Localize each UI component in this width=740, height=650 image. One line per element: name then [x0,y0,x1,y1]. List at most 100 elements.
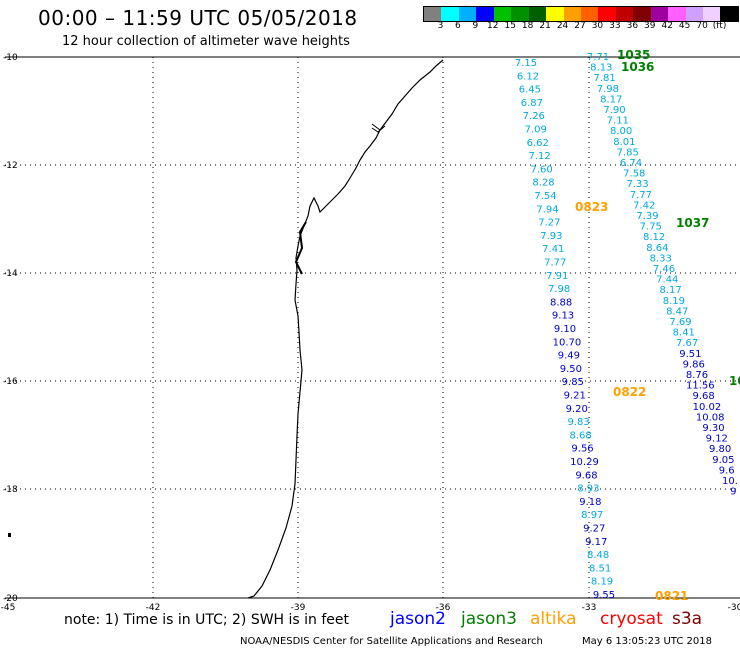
swh-value: 7.39 [636,211,658,222]
coastline [247,59,444,599]
legend-swatch [546,7,564,21]
swh-value: 7.44 [656,275,678,286]
swh-value: 9.6 [719,465,735,476]
legend-swatch [598,7,616,21]
swh-value: 8.76 [686,370,708,381]
legend-label: 24 [556,21,569,31]
swh-value: 7.81 [593,73,615,84]
legend-s3a: s3a [672,609,703,629]
swh-value: 8.00 [610,126,632,137]
swh-value: 10.08 [696,412,725,423]
coast-detail [371,123,386,133]
lat-label: -14 [3,269,18,279]
swh-value: 7.11 [607,116,629,127]
swh-value: 9.10 [554,324,576,335]
coast-detail [294,221,307,275]
swh-value: 6.62 [527,138,549,149]
legend-swatch [458,7,477,21]
swh-value: 7.98 [548,284,570,295]
legend-swatch [476,7,494,21]
swh-value: 7.77 [630,190,652,201]
time-label-1035: 1035 [617,48,650,62]
swh-value: 7.91 [546,271,568,282]
legend-swatch [563,7,581,21]
legend-label: 39 [644,21,656,31]
legend-label: 27 [574,21,586,31]
legend-swatch [528,7,547,21]
legend-swatch [668,7,686,21]
footer-date: May 6 13:05:23 UTC 2018 [582,636,712,647]
swh-value: 6.12 [517,71,539,82]
lon-label: -45 [1,603,16,613]
legend-label: 9 [472,21,479,31]
time-label-0823: 0823 [575,200,608,214]
swh-value: 7.77 [544,258,566,269]
swh-value: 7.75 [640,222,662,233]
swh-value: 8.12 [643,232,665,243]
island [8,533,11,537]
lat-label: -18 [3,485,18,495]
swh-value: 8.17 [600,94,622,105]
legend-label: 45 [678,21,691,31]
legend-jason2: jason2 [390,609,446,629]
swh-value: 8.19 [663,296,685,307]
swh-value: 6.45 [519,85,541,96]
footer-credit: NOAA/NESDIS Center for Satellite Applica… [240,636,543,647]
time-label-0822: 0822 [613,385,646,399]
lat-label: -16 [3,377,18,387]
legend-swatch [650,7,669,21]
time-label-1037: 1037 [676,216,709,230]
swh-value: 8.64 [646,243,668,254]
swh-value: 7.12 [529,151,551,162]
legend-swatch [633,7,651,21]
swh-value: 9.17 [585,537,607,548]
swh-value: 9.12 [706,434,728,445]
lon-label: -30 [728,603,740,613]
color-legend [423,6,739,22]
swh-value: 7.98 [597,84,619,95]
legend-swatch [511,7,529,21]
swh-value: 9 [730,487,736,498]
swh-value: 9.55 [593,590,615,601]
swh-value: 9.56 [571,444,593,455]
lon-label: -39 [291,603,306,613]
swh-value: 7.33 [626,179,648,190]
legend-label: 12 [487,21,499,31]
swh-value: 9.85 [562,377,584,388]
lon-label: -33 [582,603,597,613]
swh-value: 8.51 [589,563,611,574]
swh-value: 9.68 [575,470,597,481]
swh-value: 8.41 [673,328,695,339]
swh-value: 8.68 [569,430,591,441]
time-label-10: 10 [729,374,740,388]
swh-value: 8.47 [666,306,688,317]
map-subtitle: 12 hour collection of altimeter wave hei… [62,34,350,49]
time-label-0821: 0821 [655,589,688,603]
legend-swatch [441,7,459,21]
swh-value: 8.28 [532,178,554,189]
legend-swatch [685,7,703,21]
swh-value: 9.21 [564,391,586,402]
legend-label: 3 [437,21,444,31]
swh-value: 7.46 [653,264,675,275]
legend-altika: altika [530,609,577,629]
swh-value: 7.15 [515,58,537,69]
lat-label: -12 [3,161,18,171]
swh-value: 8.88 [550,297,572,308]
legend-swatch [703,7,721,21]
lon-label: -36 [436,603,451,613]
swh-value: 7.93 [540,231,562,242]
legend-swatch [493,7,512,21]
swh-value: 9.30 [702,423,724,434]
swh-value: 7.90 [603,105,625,116]
legend-cryosat: cryosat [600,609,663,629]
swh-value: 9.80 [709,444,731,455]
swh-value: 7.69 [669,317,691,328]
swh-value: 7.27 [538,218,560,229]
swh-value: 8.93 [577,484,599,495]
legend-label: 15 [504,21,516,31]
swh-value: 9.13 [552,311,574,322]
swh-value: 8.97 [581,510,603,521]
